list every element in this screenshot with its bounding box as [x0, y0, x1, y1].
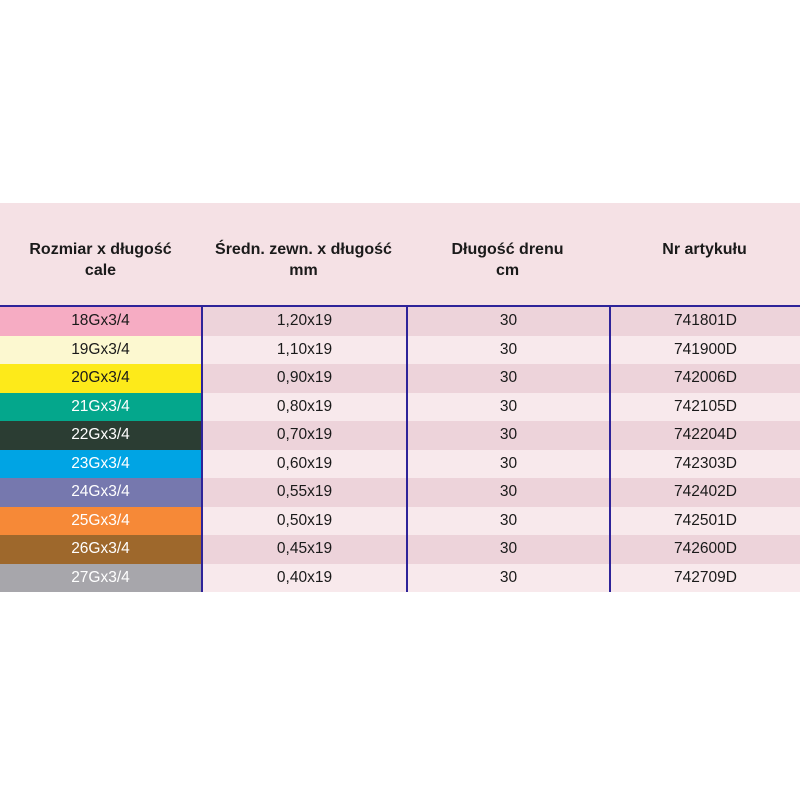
drain-length-cell: 30	[406, 421, 609, 450]
drain-length-cell: 30	[406, 449, 609, 478]
table-row: 18Gx3/4 1,20x19 30 741801D	[0, 307, 800, 336]
header-diameter-line1: Średn. zewn. x długość	[215, 241, 392, 258]
size-cell: 26Gx3/4	[0, 535, 201, 564]
table-row: 21Gx3/4 0,80x19 30 742105D	[0, 392, 800, 421]
header-drain-length-line1: Długość drenu	[451, 241, 564, 258]
size-cell: 22Gx3/4	[0, 421, 201, 450]
header-diameter: Średn. zewn. x długość mm	[201, 203, 406, 305]
drain-length-cell: 30	[406, 335, 609, 364]
diameter-cell: 0,60x19	[201, 449, 406, 478]
drain-length-cell: 30	[406, 563, 609, 592]
table-row: 22Gx3/4 0,70x19 30 742204D	[0, 421, 800, 450]
drain-length-cell: 30	[406, 506, 609, 535]
drain-length-cell: 30	[406, 478, 609, 507]
size-cell: 25Gx3/4	[0, 506, 201, 535]
drain-length-cell: 30	[406, 535, 609, 564]
header-drain-length: Długość drenu cm	[406, 203, 609, 305]
table-row: 25Gx3/4 0,50x19 30 742501D	[0, 506, 800, 535]
diameter-cell: 0,50x19	[201, 506, 406, 535]
table-row: 26Gx3/4 0,45x19 30 742600D	[0, 535, 800, 564]
size-cell: 23Gx3/4	[0, 449, 201, 478]
diameter-cell: 0,45x19	[201, 535, 406, 564]
article-number-cell: 741900D	[609, 335, 800, 364]
header-size-line1: Rozmiar x długość	[29, 241, 172, 258]
header-size-line2: cale	[84, 262, 117, 279]
diameter-cell: 0,90x19	[201, 364, 406, 393]
article-number-cell: 742709D	[609, 563, 800, 592]
product-table: Rozmiar x długość cale Średn. zewn. x dł…	[0, 203, 800, 592]
article-number-cell: 742501D	[609, 506, 800, 535]
diameter-cell: 0,80x19	[201, 392, 406, 421]
table-row: 27Gx3/4 0,40x19 30 742709D	[0, 563, 800, 592]
size-cell: 27Gx3/4	[0, 563, 201, 592]
size-cell: 18Gx3/4	[0, 307, 201, 336]
size-cell: 19Gx3/4	[0, 335, 201, 364]
drain-length-cell: 30	[406, 392, 609, 421]
table-row: 23Gx3/4 0,60x19 30 742303D	[0, 449, 800, 478]
diameter-cell: 0,55x19	[201, 478, 406, 507]
size-cell: 21Gx3/4	[0, 392, 201, 421]
article-number-cell: 742303D	[609, 449, 800, 478]
diameter-cell: 1,10x19	[201, 335, 406, 364]
article-number-cell: 741801D	[609, 307, 800, 336]
drain-length-cell: 30	[406, 307, 609, 336]
diameter-cell: 0,40x19	[201, 563, 406, 592]
header-article-number-line1: Nr artykułu	[662, 241, 747, 258]
diameter-cell: 0,70x19	[201, 421, 406, 450]
table-row: 24Gx3/4 0,55x19 30 742402D	[0, 478, 800, 507]
header-article-number: Nr artykułu	[609, 203, 800, 305]
article-number-cell: 742204D	[609, 421, 800, 450]
header-drain-length-line2: cm	[495, 262, 520, 279]
table-row: 19Gx3/4 1,10x19 30 741900D	[0, 335, 800, 364]
size-cell: 24Gx3/4	[0, 478, 201, 507]
drain-length-cell: 30	[406, 364, 609, 393]
size-cell: 20Gx3/4	[0, 364, 201, 393]
article-number-cell: 742006D	[609, 364, 800, 393]
article-number-cell: 742105D	[609, 392, 800, 421]
article-number-cell: 742600D	[609, 535, 800, 564]
table-row: 20Gx3/4 0,90x19 30 742006D	[0, 364, 800, 393]
article-number-cell: 742402D	[609, 478, 800, 507]
diameter-cell: 1,20x19	[201, 307, 406, 336]
table-header-row: Rozmiar x długość cale Średn. zewn. x dł…	[0, 203, 800, 307]
header-diameter-line2: mm	[289, 262, 318, 279]
header-size: Rozmiar x długość cale	[0, 203, 201, 305]
